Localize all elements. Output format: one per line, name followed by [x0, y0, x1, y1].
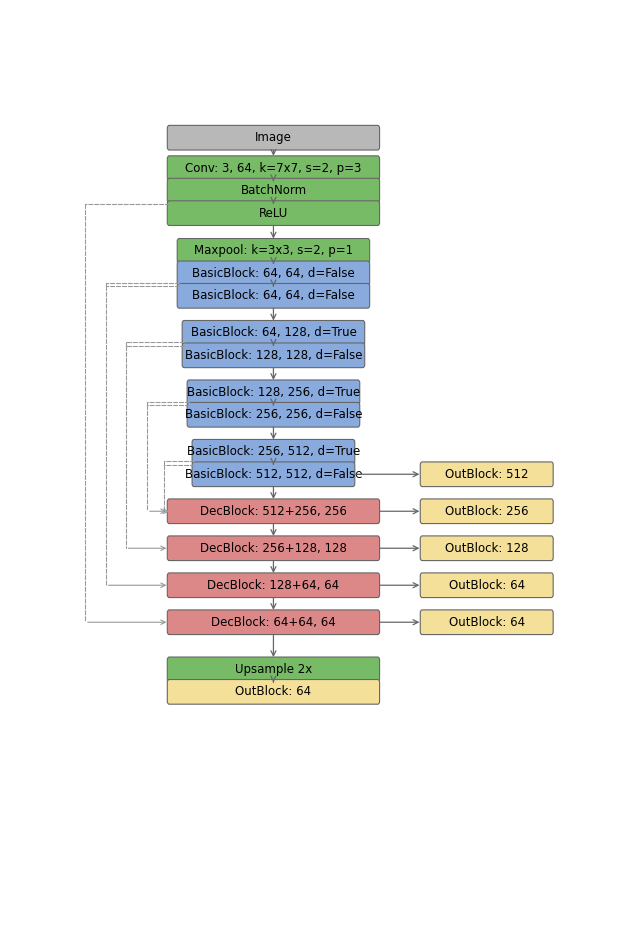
Text: Maxpool: k=3x3, s=2, p=1: Maxpool: k=3x3, s=2, p=1 [194, 244, 353, 257]
Text: OutBlock: 64: OutBlock: 64 [449, 616, 525, 628]
FancyBboxPatch shape [167, 125, 380, 150]
Text: BasicBlock: 64, 64, d=False: BasicBlock: 64, 64, d=False [192, 267, 355, 280]
Text: OutBlock: 128: OutBlock: 128 [445, 542, 529, 555]
Text: OutBlock: 512: OutBlock: 512 [445, 468, 529, 480]
Text: BatchNorm: BatchNorm [241, 184, 307, 197]
Text: Image: Image [255, 131, 292, 144]
FancyBboxPatch shape [177, 284, 370, 308]
Text: ReLU: ReLU [259, 206, 288, 219]
Text: BasicBlock: 128, 128, d=False: BasicBlock: 128, 128, d=False [185, 349, 362, 362]
FancyBboxPatch shape [420, 609, 553, 635]
Text: DecBlock: 512+256, 256: DecBlock: 512+256, 256 [200, 505, 347, 518]
FancyBboxPatch shape [182, 320, 365, 345]
FancyBboxPatch shape [167, 178, 380, 203]
FancyBboxPatch shape [167, 201, 380, 225]
Text: OutBlock: 64: OutBlock: 64 [449, 578, 525, 592]
Text: DecBlock: 128+64, 64: DecBlock: 128+64, 64 [207, 578, 339, 592]
Text: BasicBlock: 512, 512, d=False: BasicBlock: 512, 512, d=False [185, 468, 362, 480]
FancyBboxPatch shape [167, 573, 380, 597]
Text: Upsample 2x: Upsample 2x [235, 663, 312, 675]
Text: DecBlock: 64+64, 64: DecBlock: 64+64, 64 [211, 616, 336, 628]
FancyBboxPatch shape [167, 609, 380, 635]
FancyBboxPatch shape [177, 261, 370, 285]
FancyBboxPatch shape [182, 343, 365, 367]
Text: OutBlock: 64: OutBlock: 64 [236, 686, 312, 698]
FancyBboxPatch shape [420, 573, 553, 597]
FancyBboxPatch shape [167, 499, 380, 524]
FancyBboxPatch shape [420, 499, 553, 524]
FancyBboxPatch shape [167, 658, 380, 682]
FancyBboxPatch shape [420, 536, 553, 560]
Text: BasicBlock: 128, 256, d=True: BasicBlock: 128, 256, d=True [187, 386, 360, 398]
FancyBboxPatch shape [192, 439, 355, 464]
FancyBboxPatch shape [420, 462, 553, 487]
FancyBboxPatch shape [187, 380, 360, 405]
FancyBboxPatch shape [167, 536, 380, 560]
Text: Conv: 3, 64, k=7x7, s=2, p=3: Conv: 3, 64, k=7x7, s=2, p=3 [185, 162, 362, 174]
Text: BasicBlock: 256, 256, d=False: BasicBlock: 256, 256, d=False [185, 408, 362, 421]
FancyBboxPatch shape [177, 238, 370, 263]
Text: BasicBlock: 256, 512, d=True: BasicBlock: 256, 512, d=True [187, 446, 360, 458]
Text: BasicBlock: 64, 64, d=False: BasicBlock: 64, 64, d=False [192, 289, 355, 302]
FancyBboxPatch shape [167, 155, 380, 181]
FancyBboxPatch shape [187, 402, 360, 427]
Text: OutBlock: 256: OutBlock: 256 [445, 505, 529, 518]
FancyBboxPatch shape [192, 462, 355, 487]
FancyBboxPatch shape [167, 679, 380, 705]
Text: BasicBlock: 64, 128, d=True: BasicBlock: 64, 128, d=True [191, 326, 356, 339]
Text: DecBlock: 256+128, 128: DecBlock: 256+128, 128 [200, 542, 347, 555]
